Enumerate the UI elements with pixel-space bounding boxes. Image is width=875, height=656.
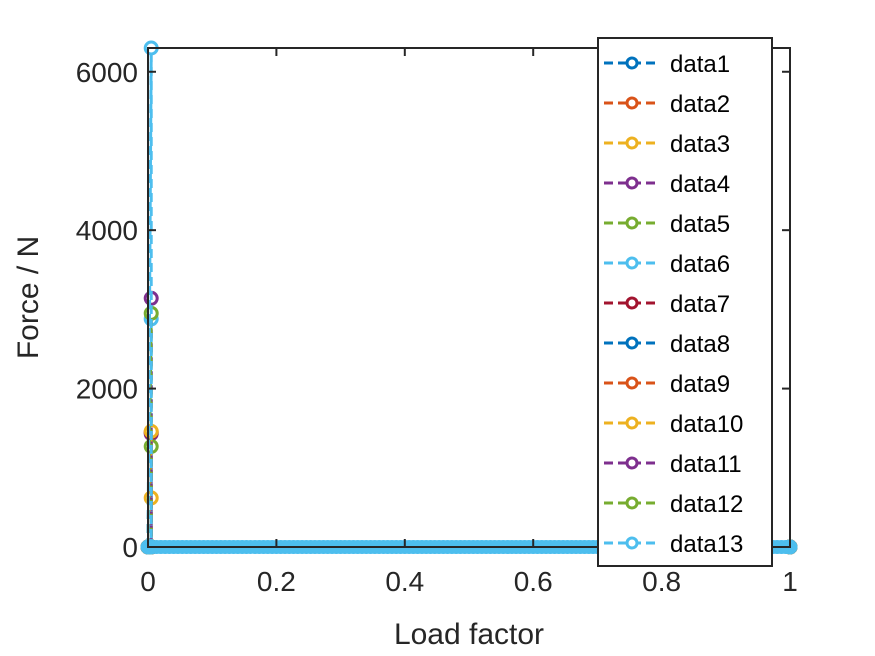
x-tick-label: 0.6 bbox=[514, 566, 553, 597]
legend-label: data7 bbox=[670, 291, 730, 318]
legend-label: data9 bbox=[670, 371, 730, 398]
legend-marker bbox=[625, 256, 639, 270]
legend-item-data10: data10 bbox=[604, 411, 743, 438]
legend-label: data12 bbox=[670, 491, 743, 518]
plot-frame bbox=[147, 47, 791, 548]
legend-label: data13 bbox=[670, 531, 743, 558]
legend-item-data13: data13 bbox=[604, 531, 743, 558]
legend-marker bbox=[625, 176, 639, 190]
x-tick-label: 0 bbox=[140, 566, 156, 597]
x-axis-label: Load factor bbox=[394, 618, 544, 651]
legend: data1 data2 data3 data4 data5 data6 data7 data8… bbox=[597, 37, 773, 567]
y-tick-label: 6000 bbox=[76, 57, 138, 88]
legend-marker bbox=[625, 336, 639, 350]
legend-label: data2 bbox=[670, 91, 730, 118]
legend-marker bbox=[625, 96, 639, 110]
legend-item-data3: data3 bbox=[604, 131, 730, 158]
legend-item-data11: data11 bbox=[604, 451, 742, 478]
x-tick-label: 0.8 bbox=[642, 566, 681, 597]
legend-marker bbox=[625, 416, 639, 430]
legend-item-data9: data9 bbox=[604, 371, 730, 398]
x-tick-label: 1 bbox=[782, 566, 798, 597]
legend-marker bbox=[625, 56, 639, 70]
legend-item-data7: data7 bbox=[604, 291, 730, 318]
legend-label: data1 bbox=[670, 51, 730, 78]
legend-marker bbox=[625, 456, 639, 470]
legend-item-data1: data1 bbox=[604, 51, 730, 78]
legend-marker bbox=[625, 296, 639, 310]
legend-item-data5: data5 bbox=[604, 211, 730, 238]
legend-marker bbox=[625, 376, 639, 390]
x-tick-label: 0.4 bbox=[385, 566, 424, 597]
legend-item-data4: data4 bbox=[604, 171, 730, 198]
legend-item-data2: data2 bbox=[604, 91, 730, 118]
legend-label: data10 bbox=[670, 411, 743, 438]
legend-marker bbox=[625, 136, 639, 150]
legend-label: data4 bbox=[670, 171, 730, 198]
y-axis-label: Force / N bbox=[12, 236, 45, 359]
y-tick-label: 0 bbox=[122, 532, 138, 563]
legend-label: data11 bbox=[670, 451, 742, 478]
legend-label: data6 bbox=[670, 251, 730, 278]
x-tick-label: 0.2 bbox=[257, 566, 296, 597]
legend-item-data6: data6 bbox=[604, 251, 730, 278]
series-data13-baseline-markers bbox=[141, 540, 797, 554]
y-tick-label: 2000 bbox=[76, 374, 138, 405]
legend-marker bbox=[625, 536, 639, 550]
legend-marker bbox=[625, 216, 639, 230]
legend-label: data8 bbox=[670, 331, 730, 358]
legend-label: data3 bbox=[670, 131, 730, 158]
y-tick-label: 4000 bbox=[76, 215, 138, 246]
legend-item-data8: data8 bbox=[604, 331, 730, 358]
legend-marker bbox=[625, 496, 639, 510]
axes: 0 0.2 0.4 0.6 0.8 1 0 2000 4000 6000 Load factor Fo… bbox=[12, 47, 798, 651]
legend-item-data12: data12 bbox=[604, 491, 743, 518]
legend-label: data5 bbox=[670, 211, 730, 238]
